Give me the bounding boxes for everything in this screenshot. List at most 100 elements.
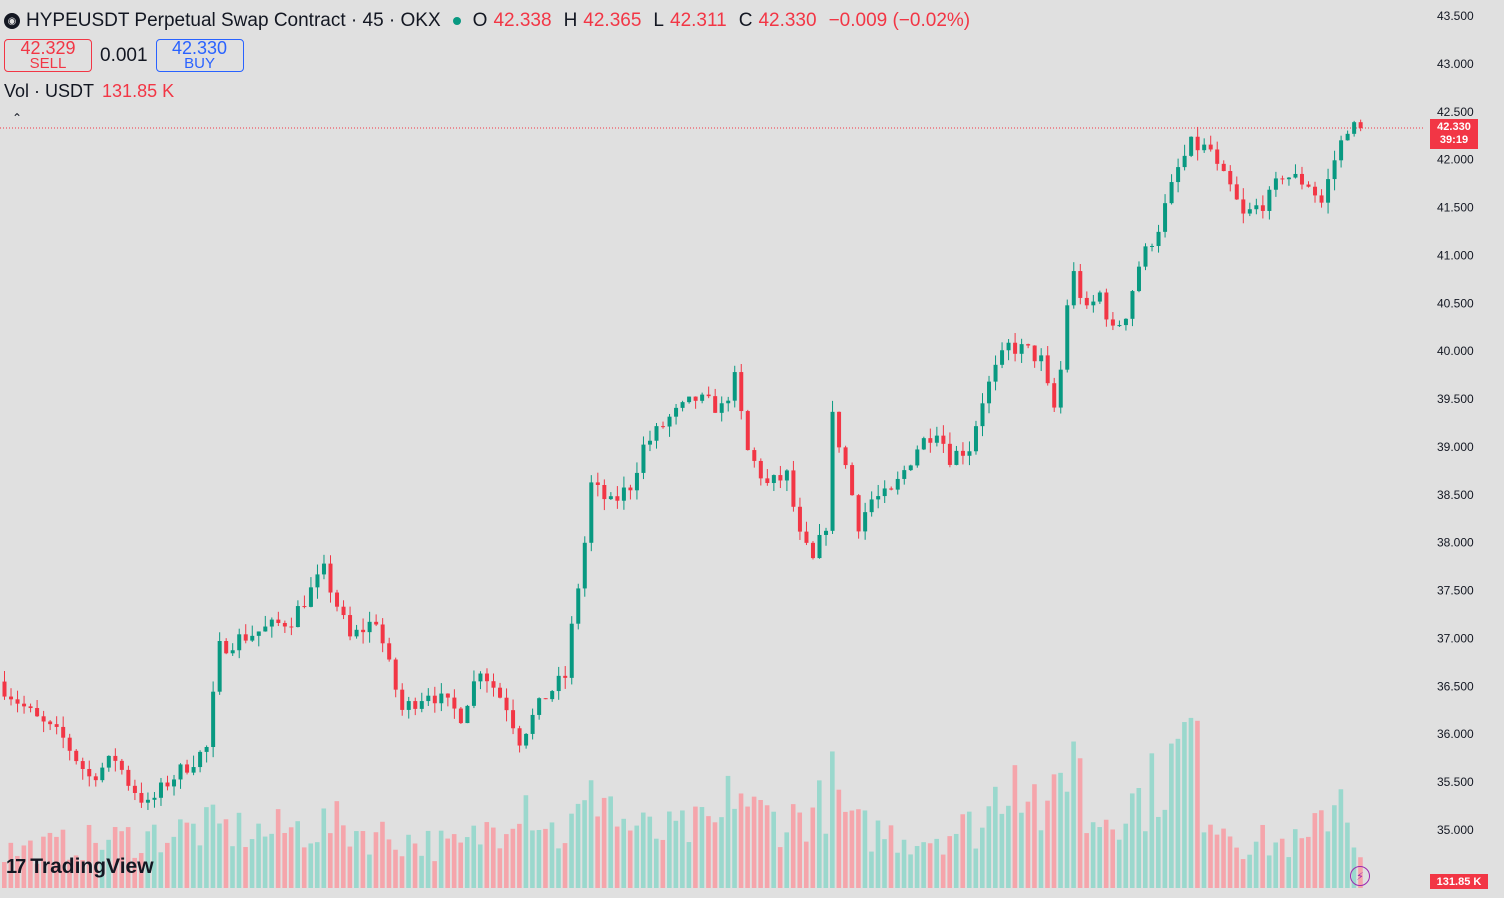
candle-body [1084,297,1089,306]
volume-bar [927,843,933,888]
candle-body [1097,292,1102,302]
volume-bar [288,827,294,888]
volume-bar [1136,788,1142,888]
volume-bar [882,839,887,888]
volume-bar [1084,833,1089,888]
volume-bar [823,833,829,888]
volume-bar [425,830,431,888]
volume-bar [47,832,53,888]
volume-bar [523,795,529,888]
volume-label[interactable]: Vol · USDT [4,81,95,101]
candle-body [54,724,59,727]
open-value: 42.338 [493,10,552,31]
candle-body [393,659,398,690]
candle-body [406,701,411,710]
volume-bar [1143,831,1148,888]
candle-body [1091,301,1096,306]
symbol-title[interactable]: HYPEUSDT Perpetual Swap Contract · 45 · … [26,10,441,31]
volume-bar [869,851,874,888]
candle-body [674,407,679,417]
candle-body [15,699,20,704]
candle-body [224,641,229,654]
candle-body [328,563,333,593]
candle-body [843,447,848,466]
volume-bar [1201,832,1207,888]
volume-bar [491,827,496,888]
volume-bar [1306,836,1311,888]
y-tick-label: 41.000 [1437,248,1474,262]
volume-bar [138,853,144,888]
volume-bar [1006,805,1011,888]
candle-body [530,714,535,734]
candle-body [165,782,170,787]
candle-body [1195,136,1200,151]
candle-body [1208,144,1213,150]
volume-bar [510,828,516,888]
candle-body [863,512,868,532]
candle-body [35,708,40,717]
order-quantity[interactable]: 0.001 [100,44,148,66]
volume-bar [601,797,607,888]
candle-body [335,592,340,607]
y-tick-label: 35.000 [1437,823,1474,837]
candle-body [158,782,163,798]
volume-bar [451,834,457,888]
candle-body [1202,144,1207,151]
volume-bar [112,827,118,888]
y-tick-label: 43.500 [1437,9,1474,23]
candle-body [217,641,222,692]
candle-body [589,482,594,543]
candle-body [237,634,242,651]
y-tick-label: 38.500 [1437,488,1474,502]
sell-button[interactable]: 42.329 SELL [4,39,92,72]
candle-body [321,563,326,575]
candle-body [1267,189,1272,211]
candle-body [119,760,124,770]
candle-body [80,761,85,769]
candle-body [256,631,261,636]
candle-body [719,403,724,413]
price-change: −0.009 (−0.02%) [828,10,971,31]
volume-bar [1110,829,1115,888]
candle-body [1247,209,1252,214]
volume-bar [1045,800,1050,888]
candle-body [302,606,307,608]
volume-bar [1103,819,1109,888]
volume-bar [1064,791,1070,888]
candle-body [706,394,711,397]
candle-body [1123,318,1128,326]
candle-body [276,619,281,623]
volume-bar [308,843,314,888]
tradingview-logo[interactable]: 17 TradingView [6,855,154,879]
candle-body [628,487,633,491]
candle-body [908,465,913,471]
volume-bar [1195,720,1200,888]
volume-bar [406,834,411,888]
candle-body [817,534,822,559]
buy-button[interactable]: 42.330 BUY [155,39,244,72]
volume-bar [980,827,985,888]
volume-bar [328,833,333,888]
candle-body [269,619,274,627]
high-key: H [563,10,578,31]
volume-bar [1077,758,1083,888]
lightning-icon[interactable]: ⚡ [1350,866,1370,886]
candle-body [524,733,529,746]
candle-body [1176,167,1181,183]
candle-body [1313,186,1318,196]
volume-bar [132,857,137,888]
volume-bar [1299,838,1305,888]
volume-bar [1312,813,1318,888]
candle-body [1026,344,1031,346]
candle-body [361,629,366,633]
volume-bar [699,807,705,888]
candle-body [374,621,379,625]
volume-bar [849,810,855,888]
candle-body [745,411,750,451]
candle-body [308,587,313,607]
collapse-legend-button[interactable]: ⌃ [4,110,30,126]
volume-bar [751,796,757,888]
candle-body [941,435,946,444]
volume-bar [862,810,868,888]
